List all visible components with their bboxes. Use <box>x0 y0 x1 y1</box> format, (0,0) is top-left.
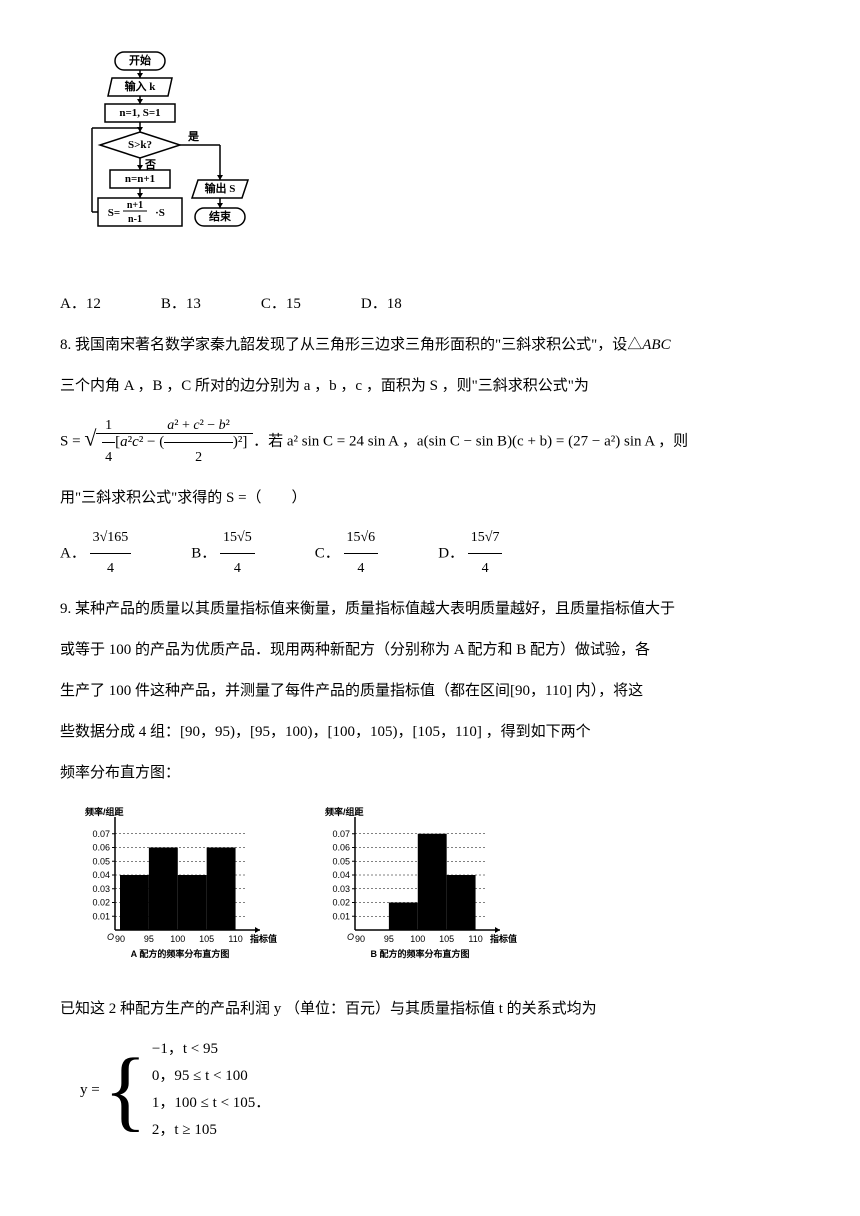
svg-text:指标值: 指标值 <box>490 933 517 944</box>
flow-inc: n=n+1 <box>125 173 155 185</box>
svg-text:0.05: 0.05 <box>92 856 110 866</box>
svg-text:0.04: 0.04 <box>92 870 110 880</box>
svg-text:0.06: 0.06 <box>332 843 350 853</box>
flow-end: 结束 <box>208 209 232 223</box>
svg-text:0.04: 0.04 <box>332 870 350 880</box>
q8: 8. 我国南宋著名数学家秦九韶发现了从三角形三边求三角形面积的"三斜求积公式"，… <box>60 329 860 362</box>
svg-text:0.05: 0.05 <box>332 856 350 866</box>
svg-text:95: 95 <box>144 934 154 944</box>
q9-text4: 些数据分成 4 组：[90，95)，[95，100)，[100，105)，[10… <box>60 716 860 749</box>
svg-text:O: O <box>347 932 354 942</box>
q8-option-a: A． 3√1654 <box>60 523 131 586</box>
svg-text:S=: S= <box>108 207 120 219</box>
case2: 0，95 ≤ t < 100 <box>152 1063 270 1090</box>
q9-text3: 生产了 100 件这种产品，并测量了每件产品的质量指标值（都在区间[90，110… <box>60 675 860 708</box>
histogram-a: 频率/组距 0.01 0.02 0.03 0.04 0.05 0.06 0.07 90 95 100… <box>80 805 280 978</box>
q9-text2: 或等于 100 的产品为优质产品．现用两种新配方（分别称为 A 配方和 B 配方… <box>60 634 860 667</box>
svg-text:A 配方的频率分布直方图: A 配方的频率分布直方图 <box>131 948 230 959</box>
flow-cond: S>k? <box>128 139 152 151</box>
svg-text:0.03: 0.03 <box>332 884 350 894</box>
svg-text:指标值: 指标值 <box>250 933 277 944</box>
svg-text:·S: ·S <box>155 207 165 219</box>
flow-input: 输入 k <box>125 79 157 93</box>
svg-text:0.03: 0.03 <box>92 884 110 894</box>
q8-options: A． 3√1654 B． 15√54 C． 15√64 D． 15√74 <box>60 523 860 586</box>
q7-option-c: C．15 <box>261 288 301 321</box>
q8-text1: 8. 我国南宋著名数学家秦九韶发现了从三角形三边求三角形面积的"三斜求积公式"，… <box>60 337 642 353</box>
flowchart-figure: 开始 输入 k n=1, S=1 S>k? 是 输出 S 结束 否 <box>90 50 860 273</box>
svg-text:n-1: n-1 <box>128 214 142 225</box>
svg-text:0.07: 0.07 <box>92 829 110 839</box>
svg-text:0.06: 0.06 <box>92 843 110 853</box>
q8-option-c: C． 15√64 <box>315 523 378 586</box>
flow-init: n=1, S=1 <box>119 107 160 119</box>
svg-text:频率/组距: 频率/组距 <box>325 806 364 817</box>
q7-options: A．12 B．13 C．15 D．18 <box>60 288 860 321</box>
q9-text1: 9. 某种产品的质量以其质量指标值来衡量，质量指标值越大表明质量越好，且质量指标… <box>60 593 860 626</box>
q8-option-b: B． 15√54 <box>191 523 254 586</box>
svg-text:95: 95 <box>384 934 394 944</box>
svg-text:频率/组距: 频率/组距 <box>85 806 124 817</box>
piecewise: y = { −1，t < 95 0，95 ≤ t < 100 1，100 ≤ t… <box>80 1036 860 1144</box>
svg-text:100: 100 <box>170 934 185 944</box>
svg-text:B 配方的频率分布直方图: B 配方的频率分布直方图 <box>370 948 469 959</box>
q7-option-b: B．13 <box>161 288 201 321</box>
case4: 2，t ≥ 105 <box>152 1117 270 1144</box>
flow-no: 否 <box>144 158 156 171</box>
q7-option-a: A．12 <box>60 288 101 321</box>
svg-text:n+1: n+1 <box>127 200 143 211</box>
q8-formula: S = √ 14[a²c² − (a² + c² − b²2)²] ．若 a² … <box>60 411 860 474</box>
svg-text:0.07: 0.07 <box>332 829 350 839</box>
q9-text5: 频率分布直方图： <box>60 757 860 790</box>
svg-text:0.01: 0.01 <box>92 911 110 921</box>
svg-text:O: O <box>107 932 114 942</box>
brace-icon: { <box>104 1050 147 1131</box>
svg-text:0.01: 0.01 <box>332 911 350 921</box>
svg-text:100: 100 <box>410 934 425 944</box>
svg-text:0.02: 0.02 <box>332 898 350 908</box>
histograms: 频率/组距 0.01 0.02 0.03 0.04 0.05 0.06 0.07 90 95 100… <box>80 805 860 978</box>
svg-text:105: 105 <box>199 934 214 944</box>
svg-text:90: 90 <box>355 934 365 944</box>
case3: 1，100 ≤ t < 105 <box>152 1095 255 1111</box>
svg-text:0.02: 0.02 <box>92 898 110 908</box>
svg-text:110: 110 <box>228 934 242 944</box>
q8-text2: 三个内角 A ，B ，C 所对的边分别为 a ，b ，c ，面积为 S ，则"三… <box>60 370 860 403</box>
svg-text:110: 110 <box>468 934 482 944</box>
q8-text3: 用"三斜求积公式"求得的 S =（ ） <box>60 482 860 515</box>
histogram-b: 频率/组距 0.01 0.02 0.03 0.04 0.05 0.06 0.07 90 95 100… <box>320 805 520 978</box>
q8-option-d: D． 15√74 <box>438 523 502 586</box>
flow-yes: 是 <box>187 130 200 143</box>
svg-text:90: 90 <box>115 934 125 944</box>
q9-text6: 已知这 2 种配方生产的产品利润 y （单位：百元）与其质量指标值 t 的关系式… <box>60 993 860 1026</box>
svg-text:105: 105 <box>439 934 454 944</box>
flow-start: 开始 <box>129 53 151 67</box>
q7-option-d: D．18 <box>361 288 402 321</box>
case1: −1，t < 95 <box>152 1036 270 1063</box>
flow-output: 输出 S <box>205 181 236 195</box>
